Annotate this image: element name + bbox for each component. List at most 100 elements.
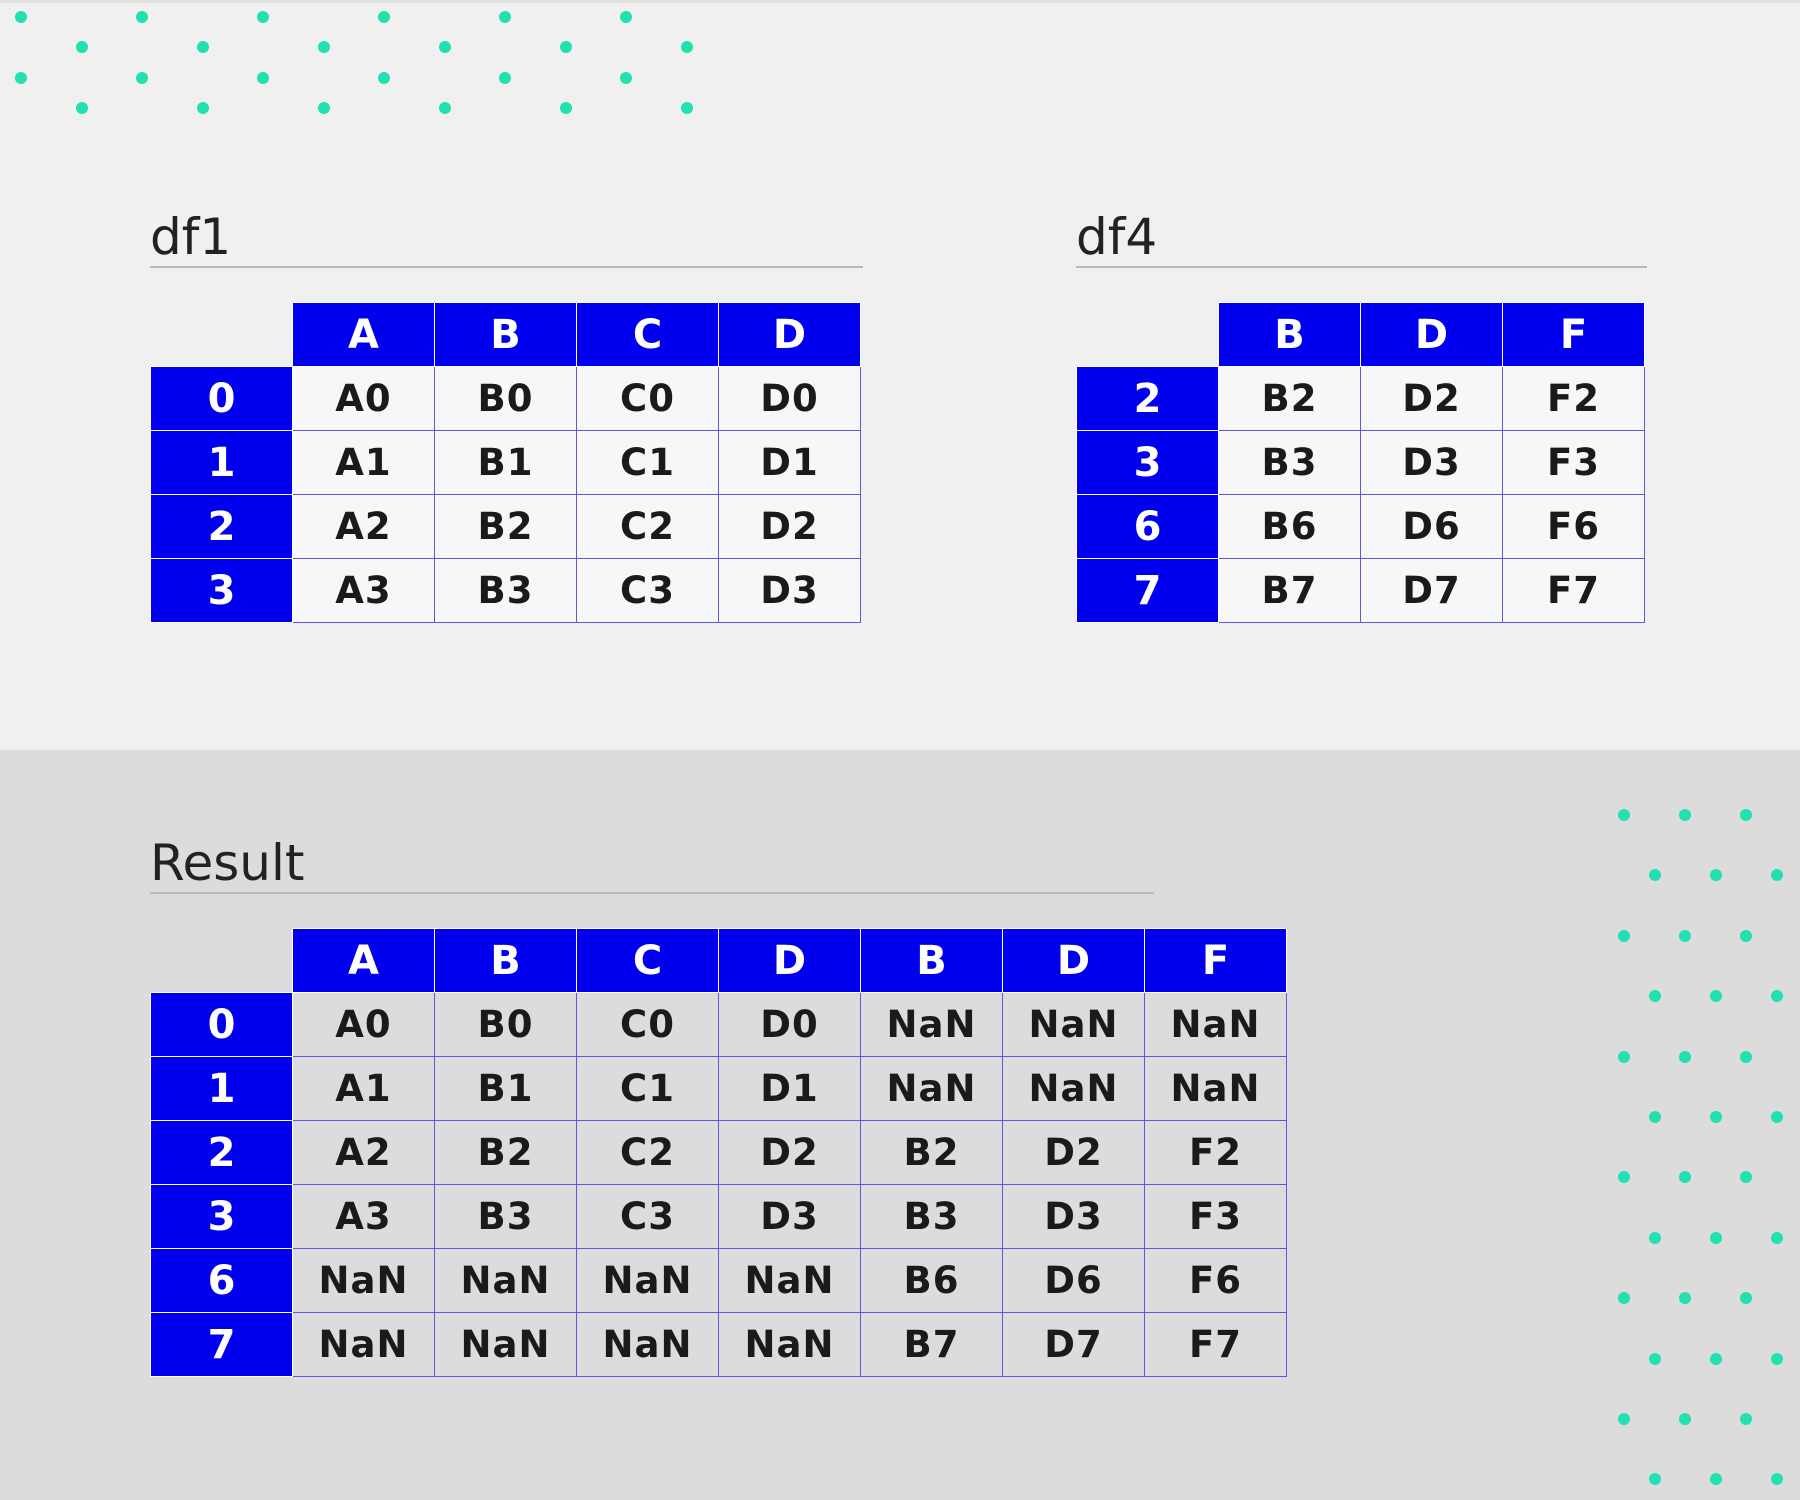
df1-table: A B C D 0 A0 B0 C0 D0 1 A1 B1 C1 D1 2 A2 B2 C2 D2 3 A3 B3 C3 D3 xyxy=(150,302,861,623)
table-cell: D2 xyxy=(1002,1120,1145,1185)
table-cell: D0 xyxy=(718,992,861,1057)
table-cell: C3 xyxy=(576,558,719,623)
table-row: 0 A0 B0 C0 D0 xyxy=(150,366,861,431)
table-cell: B1 xyxy=(434,1056,577,1121)
row-index: 1 xyxy=(150,430,293,495)
table-cell: NaN xyxy=(576,1312,719,1377)
table-cell: F7 xyxy=(1144,1312,1287,1377)
table-cell: A1 xyxy=(292,1056,435,1121)
table-cell: D1 xyxy=(718,430,861,495)
table-cell: B0 xyxy=(434,992,577,1057)
table-row: 3 A3 B3 C3 D3 B3 D3 F3 xyxy=(150,1184,1287,1249)
df4-corner-cell xyxy=(1077,303,1219,367)
result-title-rule xyxy=(150,892,1154,894)
table-cell: C2 xyxy=(576,1120,719,1185)
table-cell: C3 xyxy=(576,1184,719,1249)
row-index: 3 xyxy=(1076,430,1219,495)
table-cell: C2 xyxy=(576,494,719,559)
table-cell: B2 xyxy=(1218,366,1361,431)
table-cell: F3 xyxy=(1144,1184,1287,1249)
column-header: B xyxy=(1218,302,1361,367)
table-cell: A0 xyxy=(292,366,435,431)
top-panel: df1 A B C D 0 A0 B0 C0 D0 1 A1 B1 C1 D1 2 A2 B2 C2 D2 3 A3 B3… xyxy=(0,0,1800,623)
df1-title: df1 xyxy=(150,208,232,266)
table-cell: C0 xyxy=(576,366,719,431)
table-cell: NaN xyxy=(434,1312,577,1377)
table-cell: NaN xyxy=(718,1248,861,1313)
table-cell: NaN xyxy=(292,1248,435,1313)
table-cell: B7 xyxy=(1218,558,1361,623)
table-cell: A3 xyxy=(292,1184,435,1249)
table-row: 2 A2 B2 C2 D2 B2 D2 F2 xyxy=(150,1120,1287,1185)
table-cell: D2 xyxy=(718,494,861,559)
table-cell: NaN xyxy=(1002,1056,1145,1121)
table-cell: C1 xyxy=(576,430,719,495)
table-cell: NaN xyxy=(1144,1056,1287,1121)
table-cell: NaN xyxy=(434,1248,577,1313)
row-index: 6 xyxy=(150,1248,293,1313)
row-index: 2 xyxy=(1076,366,1219,431)
table-cell: D6 xyxy=(1002,1248,1145,1313)
table-cell: F2 xyxy=(1144,1120,1287,1185)
table-cell: NaN xyxy=(860,992,1003,1057)
df1-title-rule xyxy=(150,266,863,268)
table-row: 6 NaN NaN NaN NaN B6 D6 F6 xyxy=(150,1248,1287,1313)
row-index: 0 xyxy=(150,992,293,1057)
row-index: 0 xyxy=(150,366,293,431)
table-cell: NaN xyxy=(1002,992,1145,1057)
table-cell: B3 xyxy=(434,1184,577,1249)
table-row: 7 NaN NaN NaN NaN B7 D7 F7 xyxy=(150,1312,1287,1377)
table-cell: A2 xyxy=(292,1120,435,1185)
table-row: 1 A1 B1 C1 D1 NaN NaN NaN xyxy=(150,1056,1287,1121)
df4-title: df4 xyxy=(1076,208,1158,266)
table-cell: D6 xyxy=(1360,494,1503,559)
table-cell: C0 xyxy=(576,992,719,1057)
row-index: 2 xyxy=(150,494,293,559)
result-corner-cell xyxy=(151,929,293,993)
row-index: 3 xyxy=(150,558,293,623)
bottom-panel: Result A B C D B D F 0 A0 B0 C0 D0 NaN NaN NaN 1 A1 B1 C1 D… xyxy=(0,750,1800,1500)
top-border xyxy=(0,0,1800,3)
table-cell: D2 xyxy=(1360,366,1503,431)
result-table: A B C D B D F 0 A0 B0 C0 D0 NaN NaN NaN 1 A1 B1 C1 D1 NaN NaN… xyxy=(150,928,1287,1377)
table-cell: F6 xyxy=(1502,494,1645,559)
column-header: D xyxy=(1002,928,1145,993)
df1-corner-cell xyxy=(151,303,293,367)
column-header: B xyxy=(434,928,577,993)
table-cell: B3 xyxy=(1218,430,1361,495)
table-cell: F6 xyxy=(1144,1248,1287,1313)
table-cell: A0 xyxy=(292,992,435,1057)
table-cell: B7 xyxy=(860,1312,1003,1377)
table-row: 1 A1 B1 C1 D1 xyxy=(150,430,861,495)
table-cell: D3 xyxy=(1002,1184,1145,1249)
table-row: 3 A3 B3 C3 D3 xyxy=(150,558,861,623)
table-cell: B0 xyxy=(434,366,577,431)
table-cell: F3 xyxy=(1502,430,1645,495)
table-row: 6 B6 D6 F6 xyxy=(1076,494,1645,559)
column-header: B xyxy=(860,928,1003,993)
table-cell: A1 xyxy=(292,430,435,495)
row-index: 3 xyxy=(150,1184,293,1249)
column-header: C xyxy=(576,302,719,367)
df4-title-rule xyxy=(1076,266,1647,268)
row-index: 2 xyxy=(150,1120,293,1185)
table-cell: NaN xyxy=(718,1312,861,1377)
table-row: 0 A0 B0 C0 D0 NaN NaN NaN xyxy=(150,992,1287,1057)
table-cell: F7 xyxy=(1502,558,1645,623)
table-cell: C1 xyxy=(576,1056,719,1121)
table-cell: B6 xyxy=(860,1248,1003,1313)
table-cell: NaN xyxy=(576,1248,719,1313)
row-index: 7 xyxy=(1076,558,1219,623)
table-row: 2 B2 D2 F2 xyxy=(1076,366,1645,431)
table-row: 3 B3 D3 F3 xyxy=(1076,430,1645,495)
row-index: 7 xyxy=(150,1312,293,1377)
column-header: F xyxy=(1502,302,1645,367)
df4-table: B D F 2 B2 D2 F2 3 B3 D3 F3 6 B6 D6 F6 7 B7 D7 F7 xyxy=(1076,302,1645,623)
row-index: 6 xyxy=(1076,494,1219,559)
column-header: D xyxy=(718,302,861,367)
column-header: C xyxy=(576,928,719,993)
table-cell: D7 xyxy=(1002,1312,1145,1377)
